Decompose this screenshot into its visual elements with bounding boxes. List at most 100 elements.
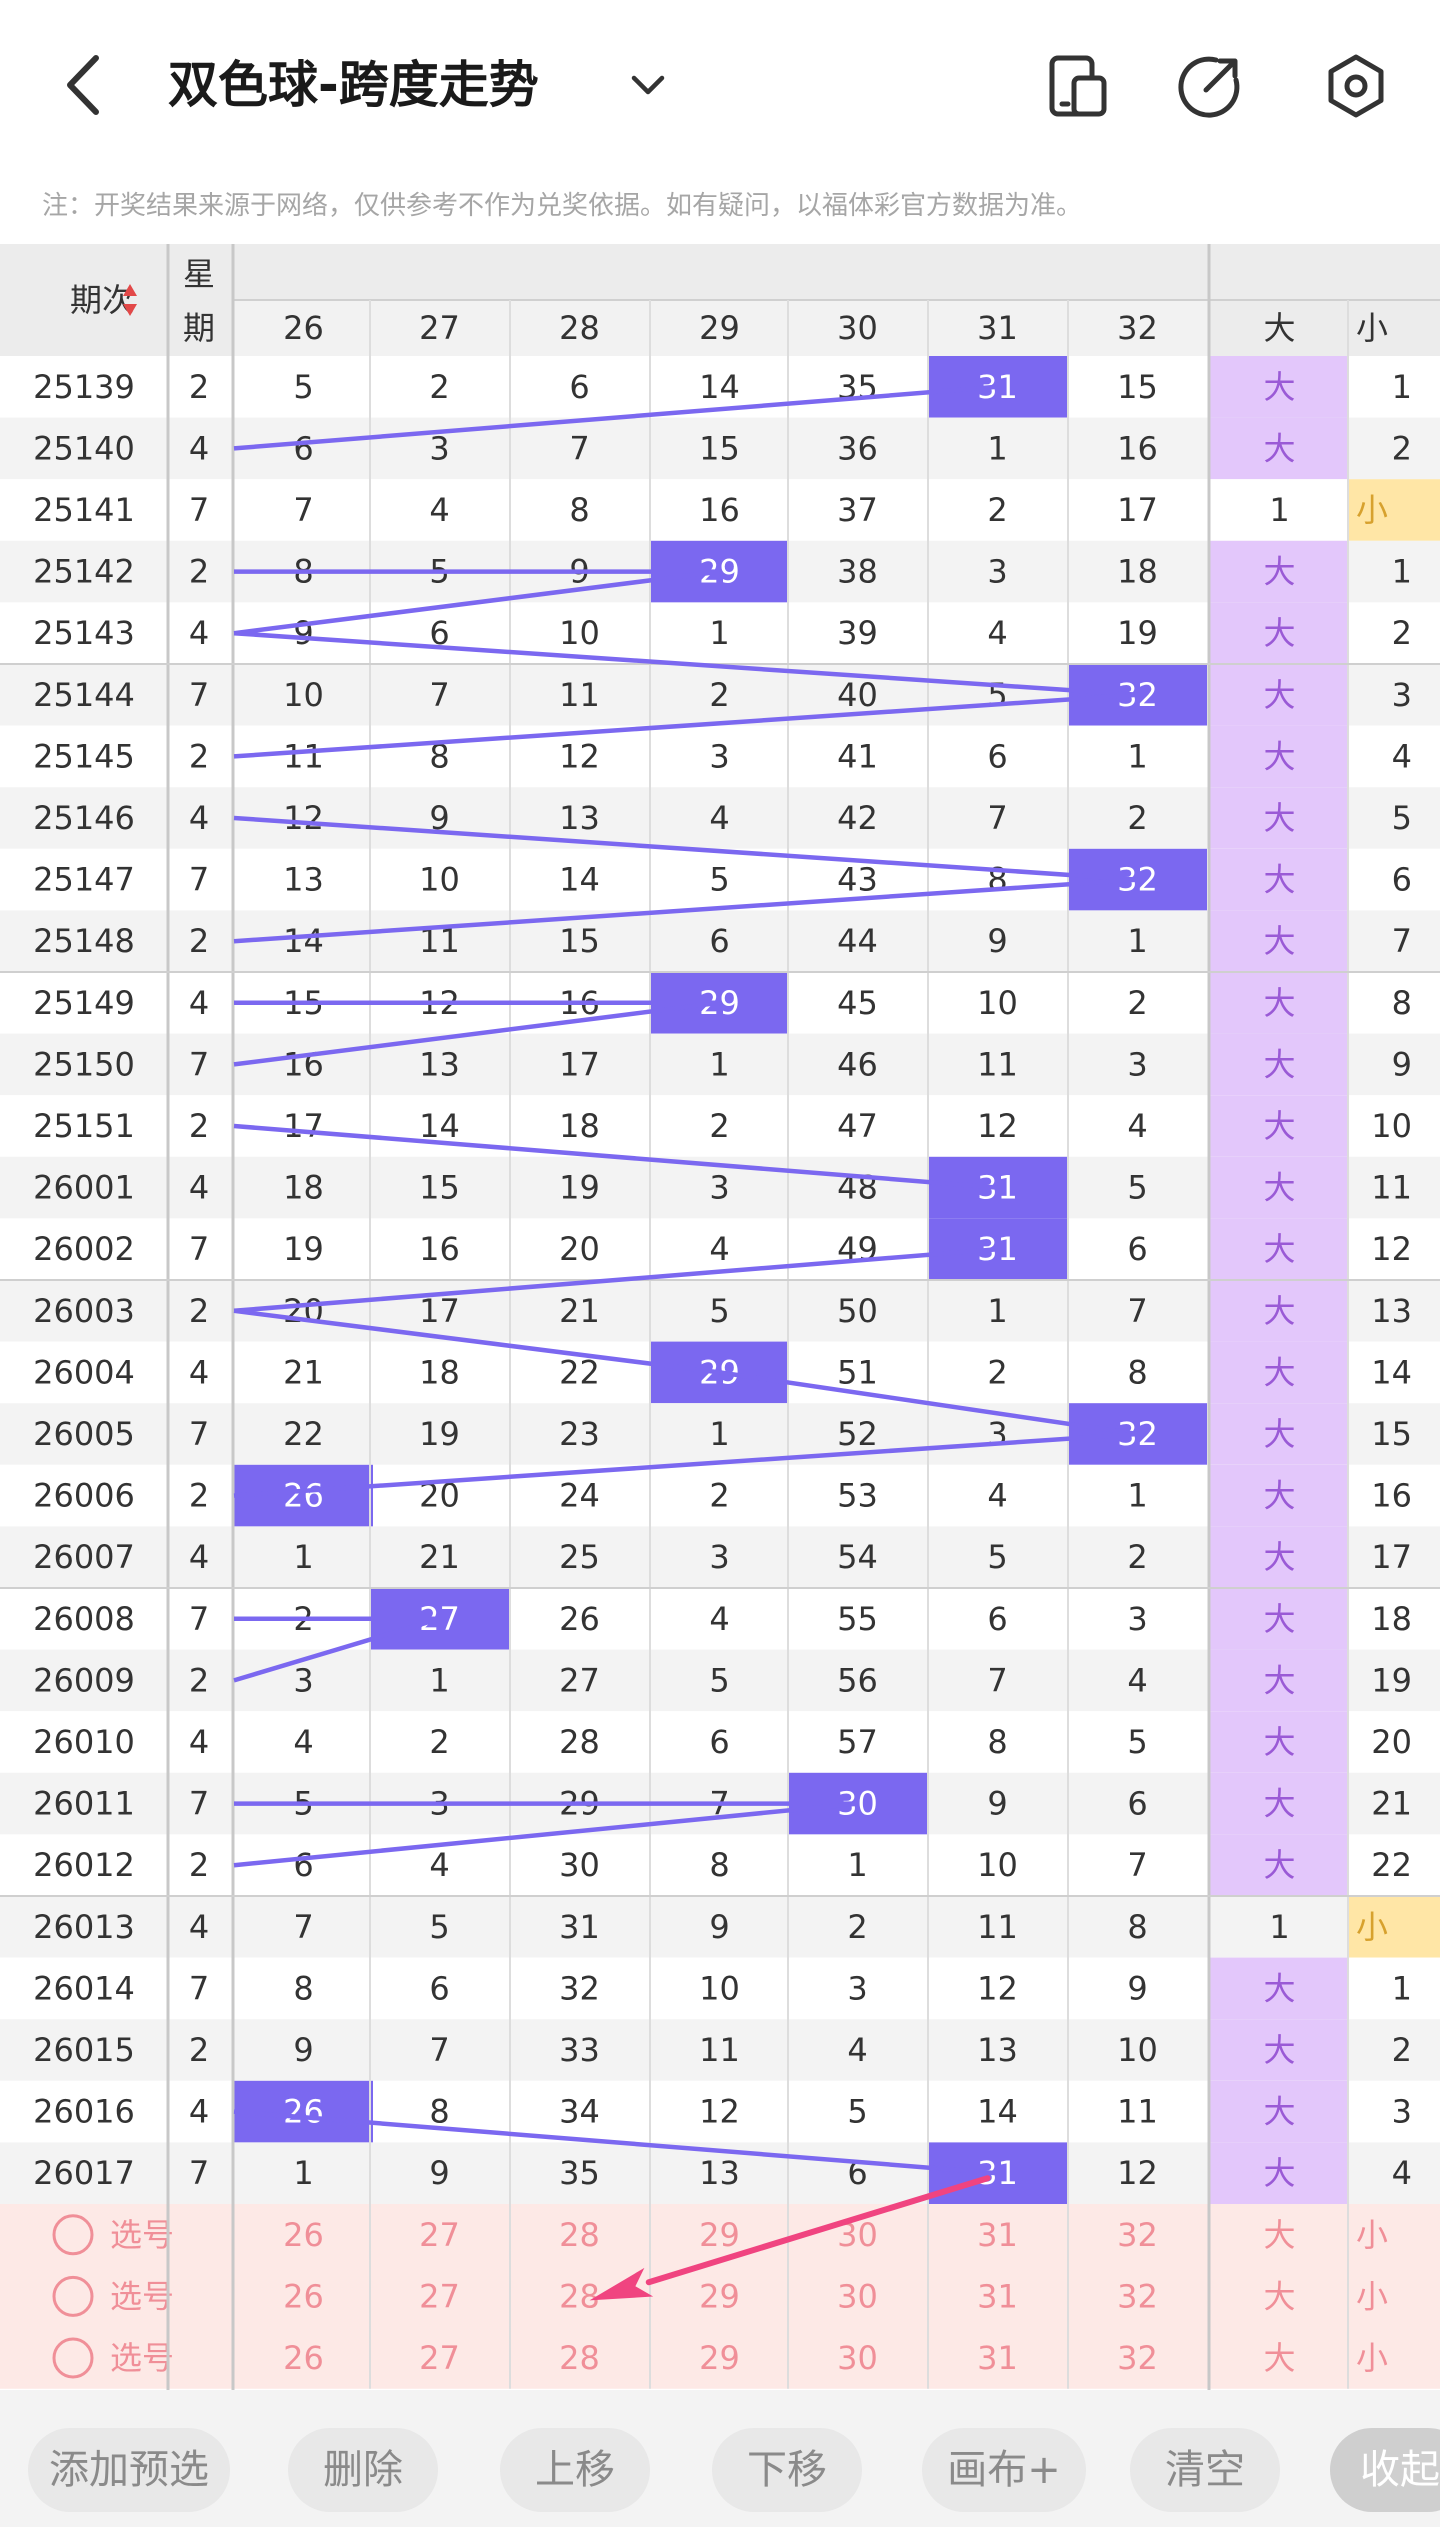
table-row[interactable]: 25142 2 8 5 9 29 38 3 18 大 1 xyxy=(0,540,1440,603)
issue-number: 25149 xyxy=(33,984,135,1022)
page-title[interactable]: 双色球-跨度走势 xyxy=(168,56,539,114)
add-preselect-button[interactable]: 添加预选 xyxy=(28,2428,230,2512)
table-row[interactable]: 26016 4 26 8 34 12 5 14 11 大 3 xyxy=(0,2080,1440,2143)
table-row[interactable]: 26014 7 8 6 32 10 3 12 9 大 1 xyxy=(0,1957,1440,2020)
table-row[interactable]: 26012 2 6 4 30 8 1 10 7 大 22 xyxy=(0,1834,1440,1896)
table-row[interactable]: 25148 2 14 11 15 6 44 9 1 大 7 xyxy=(0,910,1440,972)
radio-circle-icon[interactable] xyxy=(52,2337,94,2379)
table-row[interactable]: 26002 7 19 16 20 4 49 31 6 大 12 xyxy=(0,1218,1440,1280)
miss-count: 2 xyxy=(709,1107,729,1145)
big-cell-bg xyxy=(1210,1341,1349,1404)
table-row[interactable]: 25140 4 6 3 7 15 36 1 16 大 2 xyxy=(0,417,1440,480)
small-value: 1 xyxy=(1392,368,1412,406)
issue-number: 25148 xyxy=(33,922,135,960)
miss-count: 5 xyxy=(847,2093,867,2131)
sort-down-icon[interactable] xyxy=(123,304,137,316)
share-icon[interactable] xyxy=(1176,52,1244,120)
collapse-button[interactable]: 收起 xyxy=(1330,2428,1440,2512)
miss-count: 21 xyxy=(419,1538,460,1576)
table-row[interactable]: 26015 2 9 7 33 11 4 13 10 大 2 xyxy=(0,2019,1440,2081)
sort-up-icon[interactable] xyxy=(123,284,137,296)
miss-count: 3 xyxy=(1127,1600,1147,1638)
table-row[interactable]: 25145 2 11 8 12 3 41 6 1 大 4 xyxy=(0,725,1440,788)
issue-number: 26009 xyxy=(33,1661,135,1699)
hit-value: 26 xyxy=(283,2093,324,2131)
table-row[interactable]: 26008 7 2 27 26 4 55 6 3 大 18 xyxy=(0,1588,1440,1650)
small-value: 12 xyxy=(1371,1230,1412,1268)
pick-number: 28 xyxy=(559,2339,600,2377)
pick-number: 29 xyxy=(699,2277,740,2315)
table-row[interactable]: 26013 4 7 5 31 9 2 11 8 1 小 xyxy=(0,1896,1440,1958)
table-row[interactable]: 25149 4 15 12 16 29 45 10 2 大 8 xyxy=(0,972,1440,1034)
big-cell-bg xyxy=(1210,1280,1349,1342)
big-cell-bg xyxy=(1210,540,1349,603)
issue-number: 26017 xyxy=(33,2154,135,2192)
miss-count: 14 xyxy=(977,2093,1018,2131)
trend-line xyxy=(233,815,1138,882)
issue-number: 26014 xyxy=(33,1969,135,2007)
annotation-arrow[interactable] xyxy=(589,2175,991,2301)
issue-number: 25146 xyxy=(33,799,135,837)
pick-number: 31 xyxy=(977,2277,1018,2315)
settings-icon[interactable] xyxy=(1322,52,1390,120)
issue-number: 26015 xyxy=(33,2031,135,2069)
table-row[interactable]: 26003 2 20 17 21 5 50 1 7 大 13 xyxy=(0,1280,1440,1342)
big-cell-bg xyxy=(1210,787,1349,849)
miss-count: 4 xyxy=(429,491,449,529)
move-down-button[interactable]: 下移 xyxy=(712,2428,862,2512)
table-row[interactable]: 25147 7 13 10 14 5 43 8 32 大 6 xyxy=(0,848,1440,911)
table-row[interactable]: 25150 7 16 13 17 1 46 11 3 大 9 xyxy=(0,1033,1440,1096)
miss-count: 4 xyxy=(709,1600,729,1638)
table-row[interactable]: 25146 4 12 9 13 4 42 7 2 大 5 xyxy=(0,787,1440,849)
miss-count: 3 xyxy=(847,1969,867,2007)
miss-count: 39 xyxy=(837,614,878,652)
miss-count: 11 xyxy=(977,1045,1018,1083)
miss-count: 22 xyxy=(283,1415,324,1453)
table-row[interactable]: 25144 7 10 7 11 2 40 5 32 大 3 xyxy=(0,664,1440,726)
miss-count: 13 xyxy=(559,799,600,837)
phone-layout-icon[interactable] xyxy=(1044,52,1112,120)
weekday: 2 xyxy=(189,553,209,591)
weekday: 4 xyxy=(189,1353,209,1391)
issue-number: 26008 xyxy=(33,1600,135,1638)
canvas-plus-button[interactable]: 画布+ xyxy=(922,2428,1086,2512)
miss-count: 5 xyxy=(293,368,313,406)
miss-count: 7 xyxy=(429,2031,449,2069)
radio-circle-icon[interactable] xyxy=(52,2214,94,2256)
miss-count: 53 xyxy=(837,1477,878,1515)
big-cell-bg xyxy=(1210,1526,1349,1588)
table-row[interactable]: 25151 2 17 14 18 2 47 12 4 大 10 xyxy=(0,1095,1440,1157)
weekday: 7 xyxy=(189,2154,209,2192)
table-row[interactable]: 26010 4 4 2 28 6 57 8 5 大 20 xyxy=(0,1711,1440,1773)
weekday: 4 xyxy=(189,799,209,837)
miss-count: 8 xyxy=(429,737,449,775)
big-cell-bg xyxy=(1210,1957,1349,2020)
miss-count: 55 xyxy=(837,1600,878,1638)
small-value: 7 xyxy=(1392,922,1412,960)
miss-count: 5 xyxy=(1127,1723,1147,1761)
pick-row[interactable]: 选号 26 27 28 29 30 31 32 大小 xyxy=(52,2275,1388,2317)
weekday: 2 xyxy=(189,368,209,406)
clear-button[interactable]: 清空 xyxy=(1130,2428,1280,2512)
radio-circle-icon[interactable] xyxy=(52,2275,94,2317)
pick-number: 26 xyxy=(283,2277,324,2315)
row-bg xyxy=(0,1957,1440,2020)
table-row[interactable]: 26007 4 1 21 25 3 54 5 2 大 17 xyxy=(0,1526,1440,1588)
disclaimer-notice: 注：开奖结果来源于网络，仅供参考不作为兑奖依据。如有疑问，以福体彩官方数据为准。 xyxy=(42,191,1083,221)
table-row[interactable]: 25141 7 7 4 8 16 37 2 17 1 小 xyxy=(0,479,1440,541)
chevron-left-icon[interactable] xyxy=(52,50,122,120)
table-row[interactable]: 26005 7 22 19 23 1 52 3 32 大 15 xyxy=(0,1403,1440,1465)
issue-number: 25139 xyxy=(33,368,135,406)
miss-count: 40 xyxy=(837,676,878,714)
weekday: 2 xyxy=(189,1292,209,1330)
pick-row[interactable]: 选号 26 27 28 29 30 31 32 大小 xyxy=(52,2337,1388,2379)
table-row[interactable]: 26009 2 3 1 27 5 56 7 4 大 19 xyxy=(0,1649,1440,1712)
issue-number: 25150 xyxy=(33,1045,135,1083)
small-value: 5 xyxy=(1392,799,1412,837)
table-row[interactable]: 26006 2 26 20 24 2 53 4 1 大 16 xyxy=(0,1464,1440,1527)
pick-row[interactable]: 选号 26 27 28 29 30 31 32 大小 xyxy=(52,2214,1388,2256)
move-up-button[interactable]: 上移 xyxy=(500,2428,650,2512)
delete-button[interactable]: 删除 xyxy=(288,2428,438,2512)
chevron-down-icon[interactable] xyxy=(628,65,668,105)
table-row[interactable]: 25143 4 9 6 10 1 39 4 19 大 2 xyxy=(0,602,1440,664)
